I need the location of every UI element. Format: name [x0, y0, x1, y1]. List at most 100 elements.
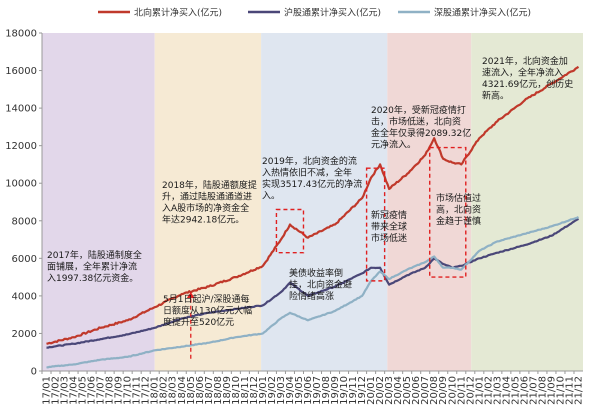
annotation-2: 2018年，陆股通额度提升，通过陆股通通道进入A股市场的净资金全年达2942.1… [162, 179, 257, 226]
x-tick-label: 20/11 [456, 376, 467, 405]
x-tick-label: 18/09 [222, 376, 233, 405]
x-tick-label: 18/07 [204, 376, 215, 405]
x-tick-label: 21/07 [528, 376, 539, 405]
x-tick-label: 17/07 [96, 376, 107, 405]
axes: 0 2000 4000 6000 8000 10000 12000 14000 16000 180… [5, 29, 584, 405]
x-tick-label: 20/07 [420, 376, 431, 405]
x-tick-label: 21/11 [564, 376, 575, 405]
annotation-line: 市场低迷 [371, 232, 407, 244]
y-tick-label: 0 [31, 367, 37, 378]
shaded-period-5 [471, 33, 583, 371]
annotation-line: 升，通过陆股通通道进 [162, 191, 252, 203]
y-tick-label: 16000 [5, 66, 37, 77]
annotation-line: 2019年，北向资金的流 [262, 155, 357, 167]
legend-label: 北向累计净买入(亿元) [134, 7, 222, 19]
x-tick-label: 19/01 [258, 376, 269, 405]
legend-label: 深股通累计净买入(亿元) [434, 7, 531, 19]
annotation-line: 金趋于谨慎 [436, 215, 481, 227]
annotation-8: 市场估值过高，北向资金趋于谨慎 [436, 192, 481, 227]
annotation-line: 度提升至520亿元 [163, 316, 234, 328]
annotation-line: 2018年，陆股通额度提 [162, 179, 257, 191]
x-tick-label: 19/04 [285, 376, 296, 405]
series-lines [46, 65, 580, 369]
x-tick-label: 20/06 [411, 376, 422, 405]
legend: 北向累计净买入(亿元) 沪股通累计净买入(亿元) 深股通累计净买入(亿元) [98, 7, 531, 19]
highlight-box-3 [429, 146, 467, 278]
x-tick-label: 20/12 [465, 376, 476, 405]
x-tick-label: 18/05 [186, 376, 197, 405]
shaded-periods [42, 33, 583, 371]
x-tick-label: 17/01 [42, 376, 53, 405]
quota-arrow-head [186, 292, 195, 299]
x-tick-label: 18/02 [159, 376, 170, 405]
series-line-3 [46, 216, 580, 369]
x-tick-label: 17/05 [78, 376, 89, 405]
x-tick-label: 19/12 [357, 376, 368, 405]
x-tick-label: 19/08 [321, 376, 332, 405]
x-tick-label: 21/08 [537, 376, 548, 405]
y-tick-label: 8000 [12, 216, 37, 227]
x-tick-label: 19/02 [267, 376, 278, 405]
annotation-line: 面铺展，全年累计净流 [47, 261, 137, 273]
x-tick-label: 20/02 [375, 376, 386, 405]
annotation-line: 年达2942.18亿元。 [162, 214, 244, 226]
x-tick-label: 21/04 [501, 376, 512, 405]
annotation-line: 击，市场低迷，北向资 [371, 116, 461, 128]
annotation-6: 2020年，受新冠疫情打击，市场低迷，北向资金全年仅录得2089.32亿元净流入… [371, 104, 471, 151]
annotation-7: 新冠疫情带来全球市场低迷 [371, 209, 407, 244]
x-tick-label: 20/01 [366, 376, 377, 405]
x-tick-label: 21/05 [510, 376, 521, 405]
x-tick-label: 19/07 [312, 376, 323, 405]
x-tick-label: 19/03 [276, 376, 287, 405]
annotation-line: 5月1日起沪/深股通每 [163, 293, 250, 305]
x-tick-label: 17/08 [105, 376, 116, 405]
x-tick-label: 21/12 [573, 376, 584, 405]
annotation-line: 新高。 [482, 90, 509, 102]
shaded-period-3 [261, 33, 388, 371]
x-tick-label: 19/05 [294, 376, 305, 405]
x-tick-label: 21/01 [474, 376, 485, 405]
x-tick-label: 17/12 [141, 376, 152, 405]
x-tick-label: 18/06 [195, 376, 206, 405]
x-tick-label: 21/10 [555, 376, 566, 405]
annotation-line: 2021年，北向资金加 [482, 55, 568, 67]
legend-item-3: 深股通累计净买入(亿元) [398, 7, 531, 19]
x-tick-label: 18/10 [231, 376, 242, 405]
annotation-line: 元净流入。 [371, 139, 416, 151]
legend-item-2: 沪股通累计净买入(亿元) [248, 7, 381, 19]
shaded-period-2 [154, 33, 262, 371]
annotations: 2017年，陆股通制度全面铺展，全年累计净流入1997.38亿元资金。 2018年… [47, 55, 573, 328]
x-tick-label: 17/09 [114, 376, 125, 405]
x-tick-label: 18/01 [150, 376, 161, 405]
x-tick-label: 21/03 [492, 376, 503, 405]
x-tick-label: 19/09 [330, 376, 341, 405]
x-tick-label: 21/02 [483, 376, 494, 405]
x-tick-label: 20/05 [402, 376, 413, 405]
highlight-box-2 [365, 167, 386, 282]
annotation-1: 2017年，陆股通制度全面铺展，全年累计净流入1997.38亿元资金。 [47, 249, 142, 284]
x-tick-label: 18/03 [168, 376, 179, 405]
x-tick-label: 17/06 [87, 376, 98, 405]
x-tick-label: 20/03 [384, 376, 395, 405]
x-tick-label: 17/03 [60, 376, 71, 405]
x-tick-label: 19/06 [303, 376, 314, 405]
x-tick-label: 19/10 [339, 376, 350, 405]
annotation-line: 美债收益率倒 [289, 267, 343, 279]
y-tick-label: 6000 [12, 254, 37, 265]
y-tick-label: 10000 [5, 179, 37, 190]
x-tick-label: 18/11 [240, 376, 251, 405]
series-line-1 [46, 65, 580, 345]
annotation-5: 美债收益率倒挂，北向资金避险情绪高涨 [289, 267, 352, 302]
x-tick-label: 17/02 [51, 376, 62, 405]
annotation-line: 挂，北向资金避 [289, 279, 352, 291]
x-tick-label: 17/10 [123, 376, 134, 405]
annotation-line: 入热情依旧不减，全年 [262, 167, 352, 179]
x-tick-label: 20/08 [429, 376, 440, 405]
annotation-line: 入。 [262, 191, 280, 202]
annotation-line: 市场估值过 [436, 192, 481, 204]
x-tick-label: 18/12 [249, 376, 260, 405]
annotation-4: 2019年，北向资金的流入热情依旧不减，全年实现3517.43亿元的净流入。 [262, 155, 362, 202]
annotation-line: 入1997.38亿元资金。 [47, 272, 138, 284]
x-tick-label: 17/04 [69, 376, 80, 405]
